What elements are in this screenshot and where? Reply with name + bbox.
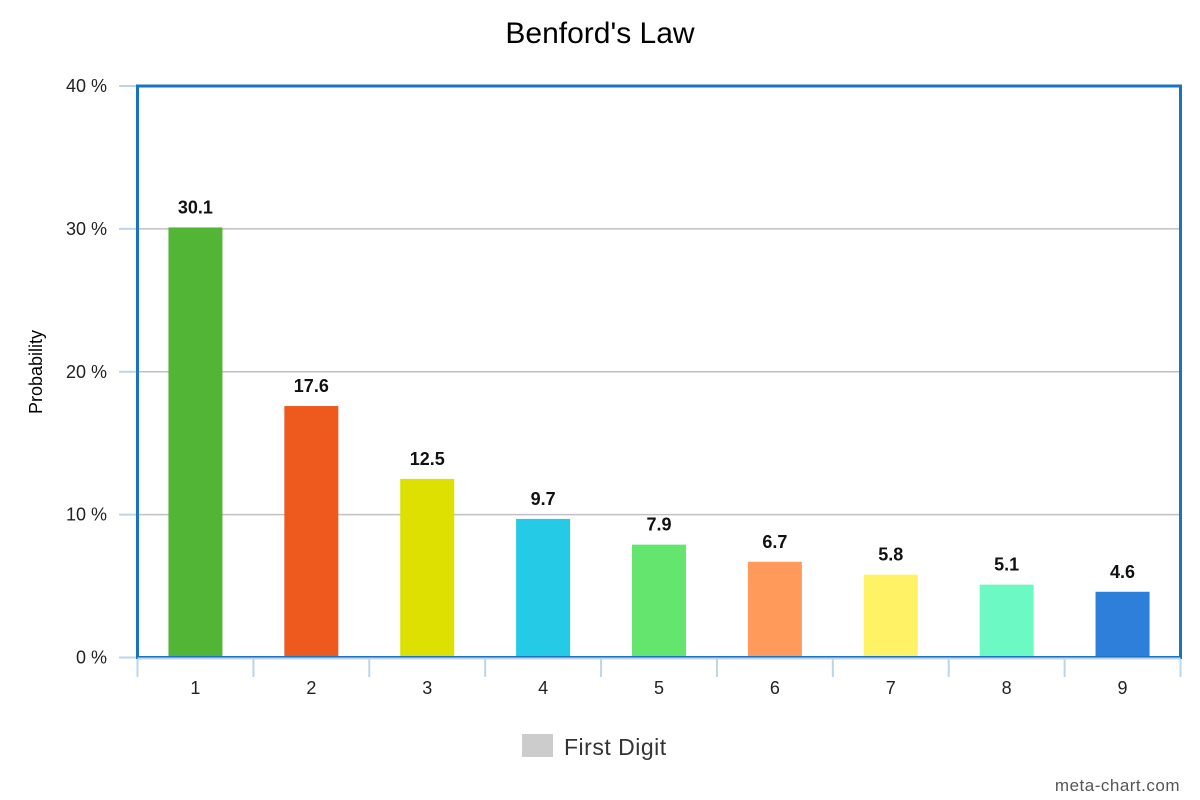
- x-tick-label: 8: [1002, 678, 1012, 698]
- data-label: 6.7: [762, 532, 787, 552]
- y-tick-label: 20 %: [66, 362, 107, 382]
- data-label: 5.8: [878, 545, 903, 565]
- data-label: 5.1: [994, 555, 1019, 575]
- x-axis: 1 2 3 4 5 6 7 8 9: [136, 657, 1182, 698]
- bars: [168, 227, 1150, 658]
- x-tick-label: 5: [654, 678, 664, 698]
- data-label: 7.9: [646, 515, 671, 535]
- x-tick-label: 6: [770, 678, 780, 698]
- bar: [632, 544, 686, 658]
- y-tick-label: 40 %: [66, 76, 107, 96]
- y-tick-label: 0 %: [76, 648, 107, 668]
- x-tick-label: 2: [306, 678, 316, 698]
- legend-label: First Digit: [564, 734, 667, 760]
- y-tick-label: 10 %: [66, 505, 107, 525]
- data-labels: 30.1 17.6 12.5 9.7 7.9 6.7 5.8 5.1 4.6: [178, 197, 1135, 581]
- data-label: 4.6: [1110, 562, 1135, 582]
- chart-title: Benford's Law: [505, 17, 695, 50]
- data-label: 30.1: [178, 197, 213, 217]
- data-label: 12.5: [410, 449, 445, 469]
- bar: [1095, 591, 1150, 658]
- x-tick-label: 7: [886, 678, 896, 698]
- bar: [516, 518, 571, 658]
- x-tick-label: 3: [422, 678, 432, 698]
- bar: [168, 227, 223, 658]
- credit-text: meta-chart.com: [1055, 776, 1180, 795]
- data-label: 17.6: [294, 376, 329, 396]
- bar: [863, 574, 918, 658]
- y-axis-ticks: 0 % 10 % 20 % 30 % 40 %: [66, 76, 138, 668]
- bar: [979, 584, 1034, 658]
- x-tick-label: 9: [1118, 678, 1128, 698]
- bar: [400, 478, 455, 658]
- x-tick-label: 4: [538, 678, 548, 698]
- bar: [747, 561, 802, 658]
- legend: First Digit: [522, 734, 667, 760]
- bar: [284, 406, 339, 658]
- data-label: 9.7: [531, 489, 556, 509]
- x-tick-label: 1: [190, 678, 200, 698]
- y-tick-label: 30 %: [66, 219, 107, 239]
- y-axis-label: Probability: [26, 330, 46, 414]
- legend-swatch: [522, 734, 553, 757]
